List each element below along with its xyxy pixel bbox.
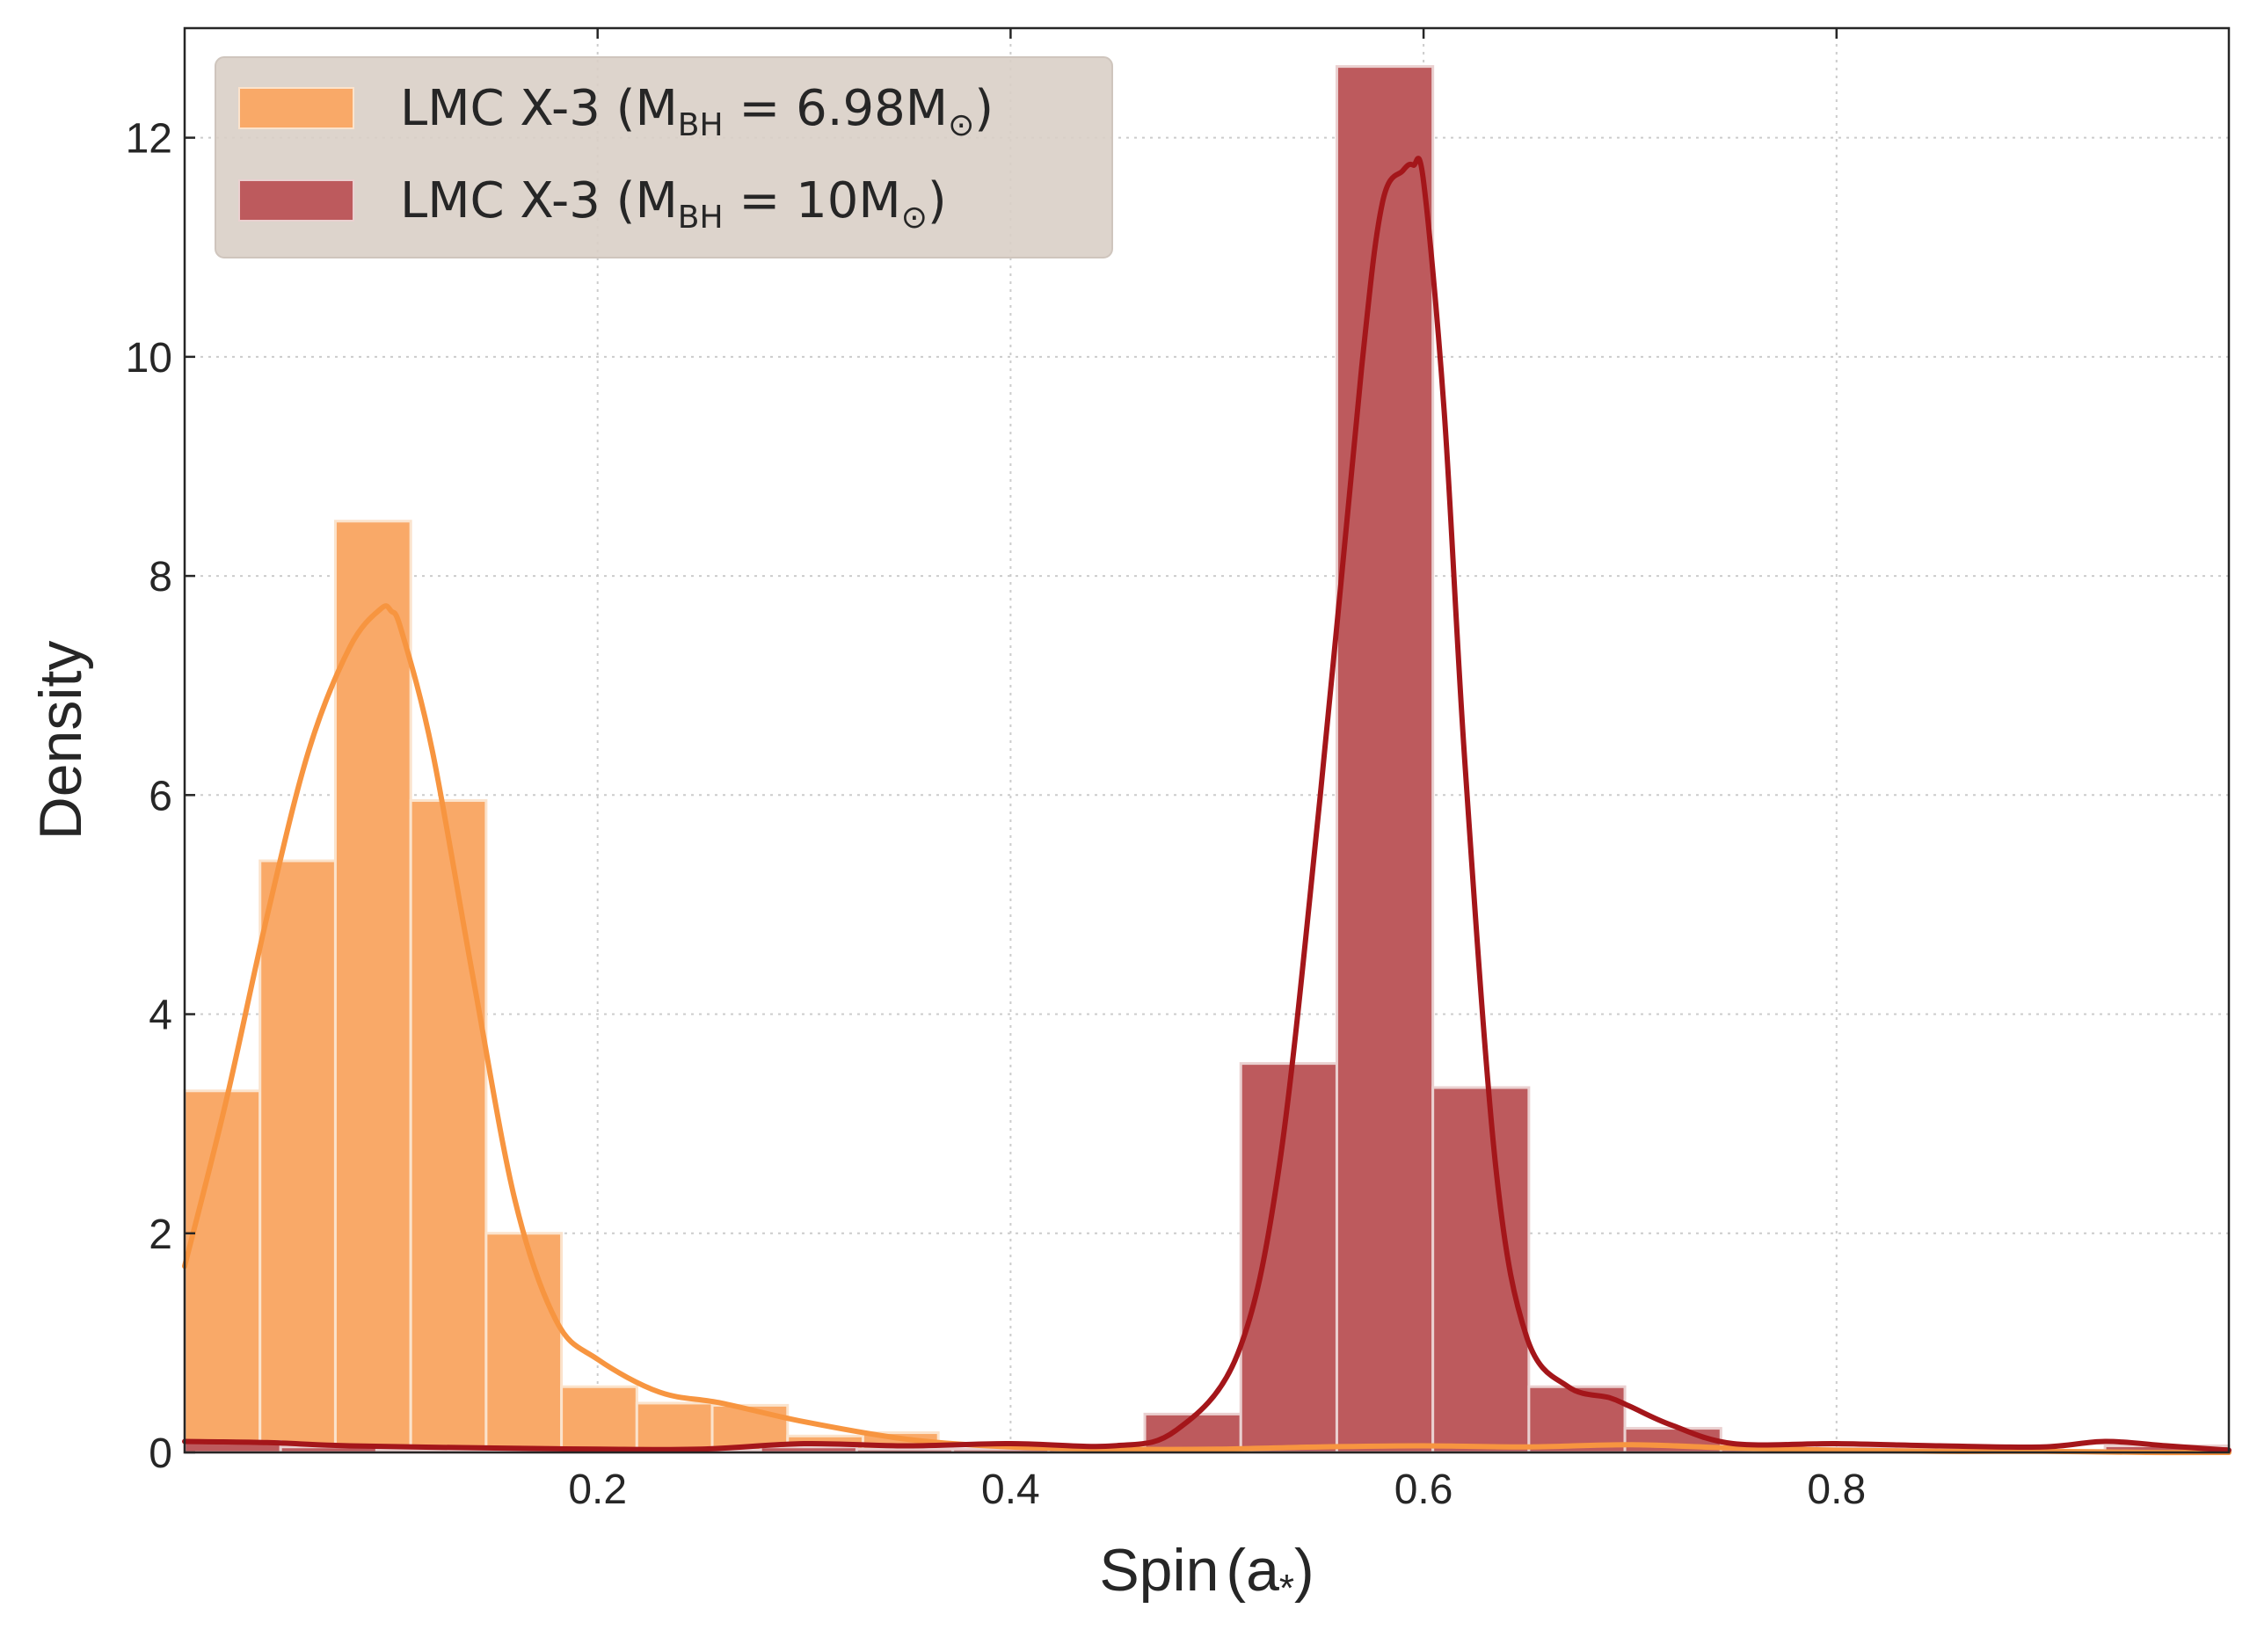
x-tick-labels: 0.2 0.4 0.6 0.8 [568, 1466, 1866, 1513]
x-tick-label: 0.8 [1807, 1466, 1866, 1513]
kde-curve-series-1 [182, 603, 2232, 1456]
legend-swatch-series-1 [238, 87, 354, 129]
y-tick-label: 4 [149, 993, 172, 1039]
histogram-bar-series-1 [183, 1089, 262, 1454]
histogram-bar-series-1 [484, 1232, 564, 1454]
y-tick-label: 6 [149, 773, 172, 819]
histogram-bar-series-1 [409, 799, 488, 1454]
x-axis-label-text: Spin [1099, 1537, 1219, 1604]
x-axis-label: Spin (a*) [1099, 1537, 1314, 1610]
y-tick-label: 0 [149, 1430, 172, 1477]
histogram-bars [183, 65, 2231, 1454]
y-tick-label: 2 [149, 1212, 172, 1258]
histogram-bar-series-2 [1431, 1086, 1531, 1454]
tick-marks [185, 28, 1838, 1454]
legend: LMC X-3 (MBH = 6.98M⊙) LMC X-3 (MBH = 10… [215, 56, 1113, 258]
legend-label-series-1: LMC X-3 (MBH = 6.98M⊙) [400, 80, 994, 143]
x-tick-label: 0.2 [568, 1466, 627, 1513]
legend-swatch-series-2 [238, 179, 354, 222]
legend-label-series-2: LMC X-3 (MBH = 10M⊙) [400, 172, 947, 236]
y-tick-label: 8 [149, 554, 172, 600]
plot-frame [183, 26, 2231, 1454]
y-tick-labels: 0 2 4 6 8 10 12 [126, 116, 172, 1477]
x-tick-label: 0.4 [981, 1466, 1040, 1513]
x-tick-label: 0.6 [1394, 1466, 1453, 1513]
x-axis-label-symbol: a [1246, 1537, 1279, 1604]
x-axis-label-subscript: * [1279, 1567, 1294, 1610]
histogram-bar-series-2 [1239, 1062, 1338, 1454]
y-axis-label: Density [27, 641, 94, 841]
kde-curves [182, 156, 2232, 1456]
legend-box [215, 56, 1113, 258]
y-tick-label: 12 [126, 116, 172, 163]
histogram-bar-series-2 [1335, 65, 1435, 1454]
histogram-bar-series-1 [333, 520, 412, 1454]
histogram-bar-series-1 [258, 859, 337, 1454]
kde-curve-series-2 [182, 156, 2232, 1453]
histogram-bar-series-1 [635, 1401, 714, 1454]
histogram-bar-series-1 [560, 1385, 638, 1454]
y-tick-label: 10 [126, 335, 172, 382]
